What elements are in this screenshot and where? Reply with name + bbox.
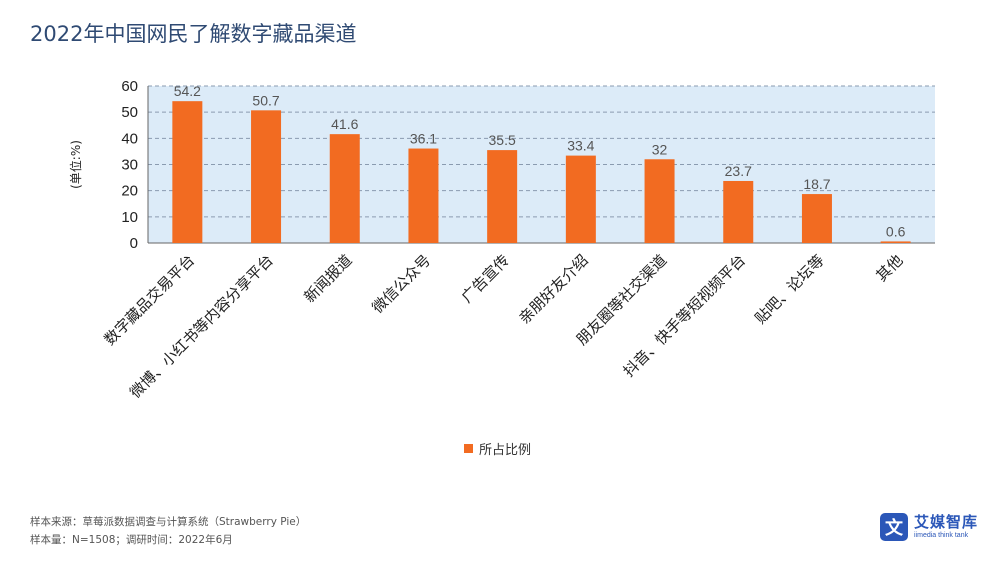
bar [487,150,518,243]
data-label: 32 [652,141,668,157]
logo-mark-icon: 文 [880,513,908,541]
y-tick-label: 30 [121,157,138,174]
data-label: 35.5 [489,132,516,148]
legend-swatch [464,444,473,453]
bar [251,110,282,244]
bar [644,159,675,243]
bar [723,180,754,243]
data-label: 0.6 [886,223,906,239]
data-label: 36.1 [410,131,437,147]
logo-name: 艾媒智库 [914,513,979,531]
x-tick-label: 广告宣传 [458,251,513,306]
x-tick-label: 亲朋好友介绍 [515,251,591,327]
data-label: 50.7 [252,92,279,108]
y-tick-label: 50 [121,104,138,121]
y-tick-label: 10 [121,209,138,226]
bar [172,101,203,243]
x-tick-label: 其他 [873,251,907,285]
y-tick-label: 40 [121,130,138,147]
x-tick-label: 贴吧、论坛等 [751,251,827,327]
brand-logo: 文 艾媒智库 iimedia think tank [880,513,978,541]
bar [329,134,360,243]
logo-tagline: iimedia think tank [914,532,969,539]
data-label: 18.7 [803,176,830,192]
source-note: 样本来源：草莓派数据调查与计算系统（Strawberry Pie） 样本量：N=… [30,513,306,549]
y-axis-label: (单位:%) [68,140,83,189]
source-line-size: 样本量：N=1508；调研时间：2022年6月 [30,534,233,546]
bar [801,194,832,243]
data-label: 33.4 [567,138,594,154]
y-tick-label: 60 [121,78,138,95]
x-tick-label: 微信公众号 [369,251,435,317]
data-label: 54.2 [174,83,201,99]
legend-label: 所占比例 [479,443,532,458]
source-line-sample: 样本来源：草莓派数据调查与计算系统（Strawberry Pie） [30,516,307,528]
y-tick-label: 0 [130,235,138,252]
data-label: 23.7 [725,163,752,179]
data-label: 41.6 [331,116,358,132]
x-tick-label: 微博、小红书等内容分享平台 [126,251,277,402]
legend: 所占比例 [464,439,531,458]
x-tick-label: 新闻报道 [300,251,355,306]
bar [565,155,596,243]
bar [880,241,911,243]
y-tick-label: 20 [121,183,138,200]
bar [408,148,439,243]
chart-title: 2022年中国网民了解数字藏品渠道 [30,22,357,46]
